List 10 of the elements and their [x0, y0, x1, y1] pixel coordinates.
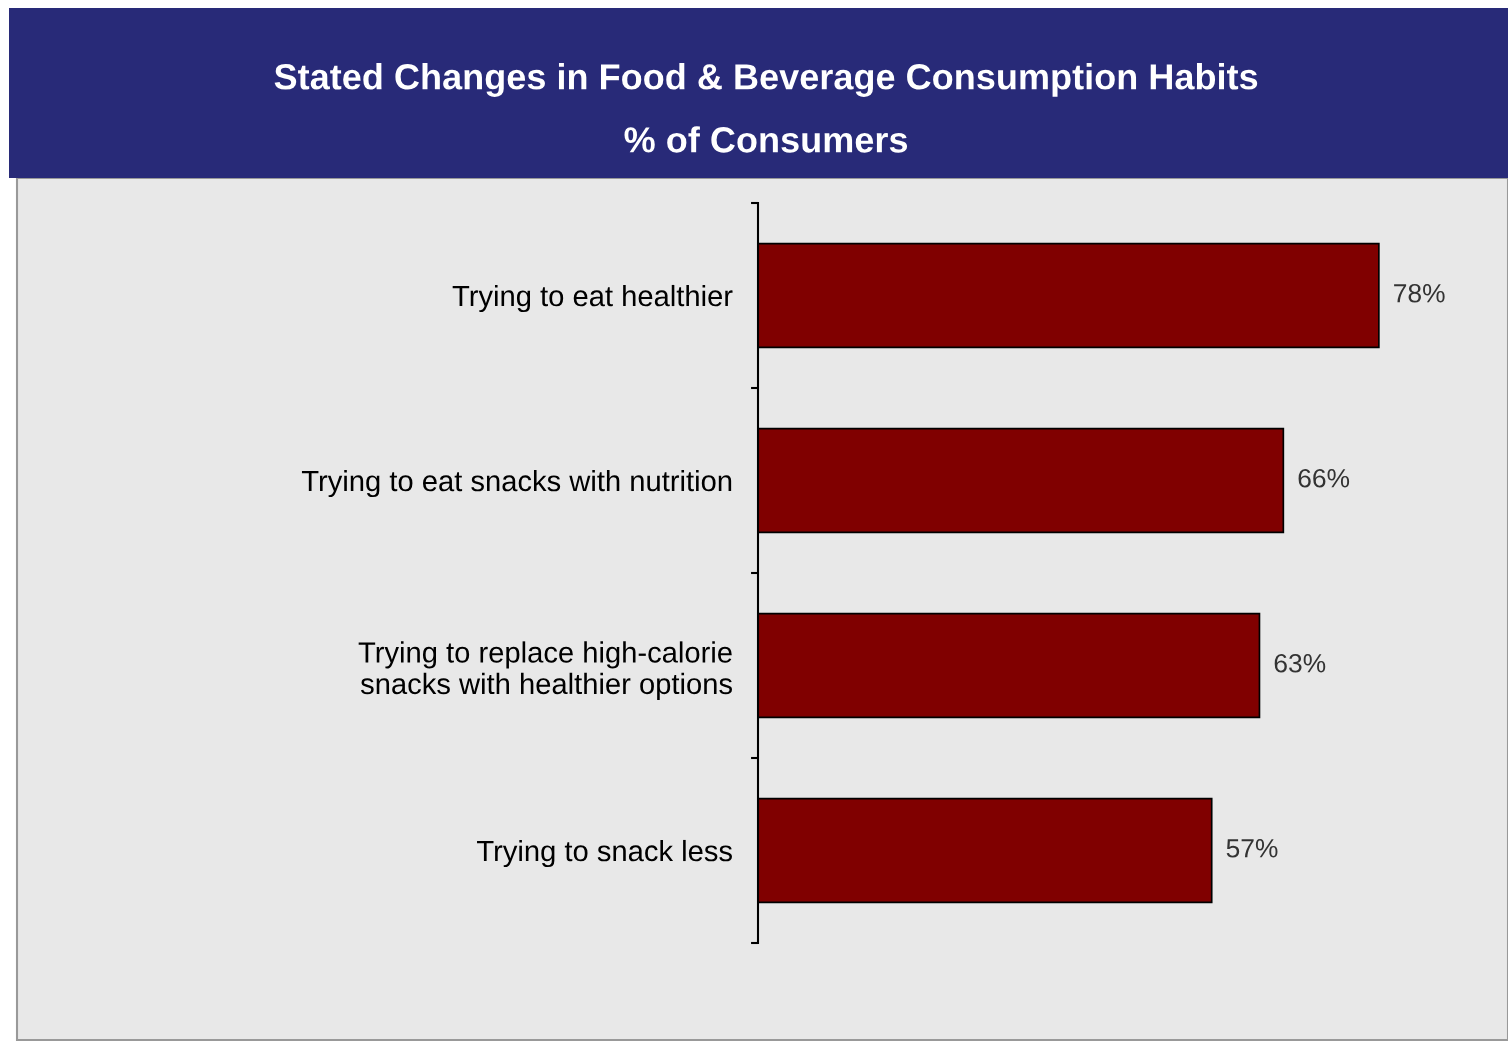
y-tick-label: Trying to eat healthier [452, 284, 733, 313]
chart-subtitle: % of Consumers [624, 126, 908, 153]
data-label: 57% [1226, 839, 1278, 858]
y-tick-label: Trying to replace high-calorie snacks with healthier options [358, 641, 732, 700]
data-label: 78% [1394, 283, 1445, 303]
y-tick-label: Trying to eat snacks with nutrition [301, 469, 732, 498]
data-label: 66% [1298, 468, 1350, 488]
data-label: 63% [1274, 653, 1326, 673]
chart-title: Stated Changes in Food & Beverage Consumption Habits [274, 63, 1258, 97]
y-tick-label: Trying to snack less [477, 839, 732, 868]
